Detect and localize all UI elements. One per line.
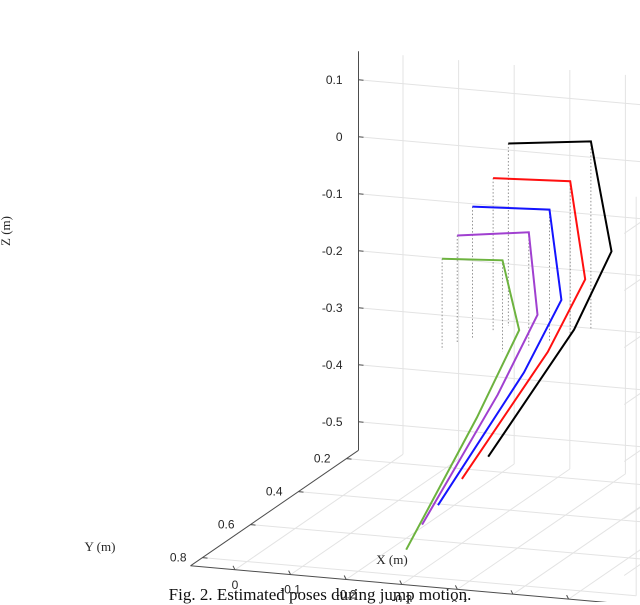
z-tick-mark (359, 365, 364, 366)
y-tick-label: 0.6 (218, 518, 235, 532)
z-tick-mark (359, 251, 364, 252)
x-axis-label: X (m) (376, 552, 407, 567)
side-wall-grid-line (624, 118, 640, 234)
back-wall-grid-line (359, 194, 640, 232)
floor-grid-line (457, 474, 625, 590)
back-wall-grid-line (359, 80, 640, 118)
y-tick-mark (299, 492, 304, 493)
y-tick-mark (347, 459, 352, 460)
floor-grid-line (513, 479, 640, 595)
z-tick-mark (359, 137, 364, 138)
floor-grid-line (291, 459, 459, 574)
z-tick-mark (359, 194, 364, 195)
y-tick-label: 0.8 (170, 551, 187, 565)
floor-grid-line (251, 525, 640, 563)
z-tick-mark (359, 80, 364, 81)
z-axis-label: Z (m) (0, 216, 13, 246)
floor-grid-line (347, 459, 640, 497)
y-tick-label: 0.4 (266, 485, 283, 499)
y-axis-line (191, 450, 359, 566)
z-tick-label: -0.1 (322, 187, 343, 201)
floor-grid-line (346, 464, 514, 580)
z-tick-label: -0.2 (322, 244, 343, 258)
floor-grid-line (402, 469, 570, 585)
back-wall-grid-line (359, 137, 640, 175)
floor-grid-line (299, 492, 640, 530)
pose-line (462, 178, 585, 479)
back-wall-grid-line (359, 308, 640, 346)
side-wall-grid-line (624, 346, 640, 462)
figure-caption: Fig. 2. Estimated poses during jump moti… (0, 585, 640, 605)
side-wall-grid-line (624, 403, 640, 519)
y-tick-mark (251, 525, 256, 526)
z-tick-label: -0.5 (322, 415, 343, 429)
y-tick-mark (203, 558, 208, 559)
y-axis-label: Y (m) (85, 539, 116, 554)
side-wall-grid-line (624, 232, 640, 348)
z-tick-label: -0.4 (322, 358, 343, 372)
floor-grid-line (569, 484, 640, 599)
side-wall-grid-line (624, 289, 640, 405)
back-wall-grid-line (359, 251, 640, 289)
z-tick-label: 0.1 (326, 73, 343, 87)
z-tick-mark (359, 422, 364, 423)
tick-labels: 0.10-0.1-0.2-0.3-0.4-0.50.20.40.60.80-0.… (170, 73, 579, 602)
z-tick-label: 0 (336, 130, 343, 144)
side-wall-grid-line (624, 175, 640, 291)
y-tick-label: 0.2 (314, 452, 331, 466)
pose-line (488, 141, 611, 456)
pose-series (406, 141, 611, 549)
z-tick-label: -0.3 (322, 301, 343, 315)
z-tick-mark (359, 308, 364, 309)
